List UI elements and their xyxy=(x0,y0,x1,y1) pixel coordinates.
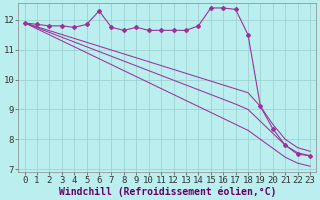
X-axis label: Windchill (Refroidissement éolien,°C): Windchill (Refroidissement éolien,°C) xyxy=(59,186,276,197)
